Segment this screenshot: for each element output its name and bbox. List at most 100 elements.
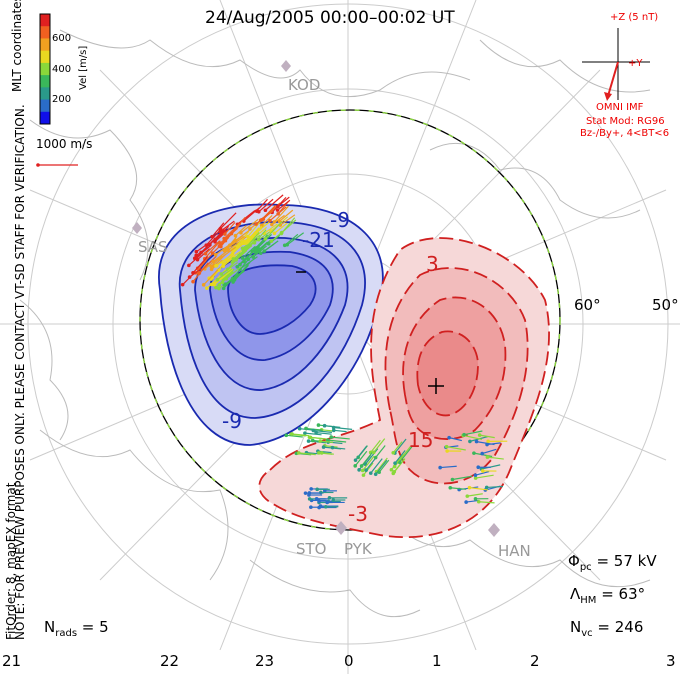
velocity-vector (321, 452, 334, 455)
velocity-point (212, 282, 217, 287)
velocity-point (318, 504, 323, 508)
velocity-point (330, 445, 335, 450)
station-kod: KOD (288, 76, 321, 94)
colorbar-segment (40, 111, 50, 125)
velocity-vector (362, 455, 375, 471)
velocity-point (447, 435, 451, 440)
velocity-vector (226, 235, 238, 249)
velocity-point (285, 242, 289, 247)
velocity-point (484, 485, 489, 490)
velocity-vector (219, 220, 235, 232)
velocity-point (222, 236, 226, 241)
velocity-point (307, 435, 312, 440)
velocity-point (231, 280, 235, 284)
velocity-point (220, 280, 225, 285)
velocity-point (209, 267, 214, 272)
velocity-point (217, 286, 221, 291)
velocity-vector (333, 426, 353, 430)
velocity-point (203, 251, 208, 256)
velocity-vector (194, 244, 212, 259)
velocity-vector (234, 231, 250, 249)
stat-n-vc: Nvc = 246 (570, 618, 644, 639)
velocity-vector (355, 445, 368, 461)
colorbar-tick-200: 200 (52, 94, 72, 105)
velocity-point (319, 451, 324, 455)
velocity-point (239, 230, 243, 235)
velocity-point (276, 212, 280, 216)
velocity-point (211, 259, 215, 264)
velocity-point (195, 257, 200, 262)
velocity-point (306, 439, 311, 443)
velocity-point (331, 428, 336, 433)
colorbar-segment (40, 38, 50, 52)
mlt-tick-2: 2 (530, 652, 540, 670)
velocity-point (368, 471, 373, 475)
velocity-vector (324, 445, 338, 448)
velocity-vector (392, 458, 406, 474)
stat-n-rads: Nrads = 5 (44, 618, 109, 639)
velocity-vector (255, 241, 270, 253)
velocity-vector (254, 229, 267, 244)
velocity-point (246, 239, 250, 244)
velocity-point (217, 283, 222, 287)
velocity-point (205, 286, 209, 290)
hm-boundary-dash (139, 109, 561, 531)
imf-stat-mod: Stat Mod: RG96 (586, 116, 665, 127)
velocity-point (277, 219, 282, 224)
velocity-vector (291, 433, 310, 437)
velocity-vector (204, 240, 221, 260)
velocity-point (254, 222, 258, 226)
velocity-point (214, 285, 218, 290)
imf-source: OMNI IMF (596, 102, 644, 113)
velocity-vector (309, 436, 326, 440)
velocity-vector (365, 458, 376, 471)
velocity-point (361, 473, 366, 477)
velocity-point (303, 491, 308, 495)
velocity-point (467, 485, 472, 490)
velocity-vector (440, 465, 457, 469)
velocity-vector (479, 434, 495, 439)
velocity-vector (231, 251, 245, 263)
velocity-point (221, 264, 226, 268)
mlt-tick-0: 0 (344, 652, 354, 670)
velocity-vector (370, 458, 383, 474)
velocity-vector (354, 450, 368, 467)
velocity-vector (279, 214, 296, 226)
velocity-point (209, 264, 213, 269)
velocity-vector (223, 222, 241, 239)
velocity-vector (273, 205, 289, 223)
velocity-vector (475, 471, 490, 476)
velocity-vector (327, 439, 347, 443)
velocity-point (263, 208, 268, 213)
velocity-vector (240, 218, 259, 234)
colorbar-segment (40, 87, 50, 101)
velocity-vector (466, 499, 479, 503)
velocity-point (187, 263, 191, 268)
velocity-point (316, 423, 321, 427)
velocity-point (357, 468, 361, 472)
velocity-vector (192, 269, 203, 283)
velocity-vector (333, 429, 347, 433)
velocity-vector (182, 272, 195, 286)
velocity-point (208, 242, 212, 247)
imf-conditions: Bz-/By+, 4<BT<6 (580, 128, 670, 139)
velocity-point (364, 468, 368, 472)
colorbar-segment (40, 99, 50, 113)
velocity-vector (378, 459, 390, 473)
velocity-vector (210, 267, 222, 280)
velocity-vector (452, 475, 473, 481)
velocity-point (480, 451, 485, 456)
velocity-vector (224, 221, 236, 235)
velocity-vector (231, 217, 246, 235)
velocity-vector (313, 429, 333, 433)
velocity-vector (482, 448, 497, 455)
velocity-point (180, 282, 185, 287)
velocity-vector (192, 256, 209, 274)
velocity-vector (286, 434, 303, 438)
velocity-vector (274, 222, 288, 234)
velocity-vector (263, 240, 279, 252)
velocity-vector (244, 232, 260, 249)
velocity-point (233, 233, 238, 238)
velocity-vector (214, 229, 227, 241)
velocity-point (485, 455, 490, 459)
